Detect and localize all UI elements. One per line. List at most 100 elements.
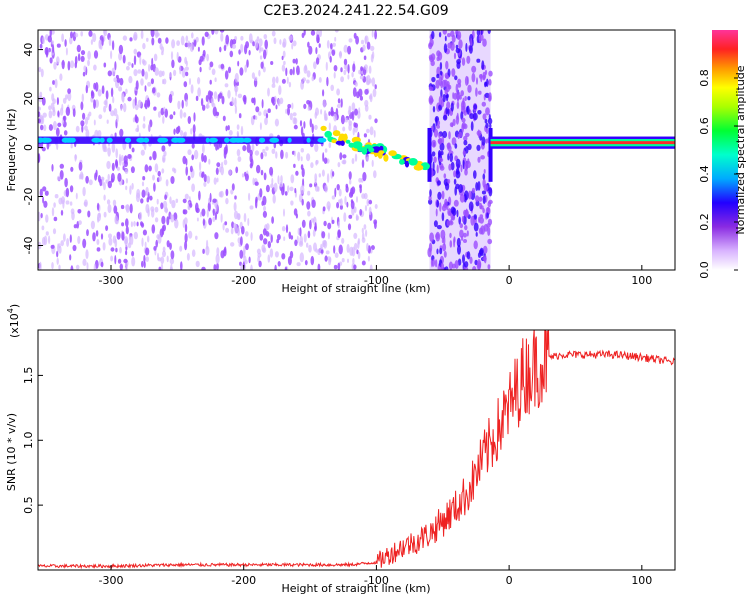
noise-speckle	[125, 250, 128, 256]
noise-speckle	[208, 158, 211, 165]
noise-speckle	[69, 185, 74, 193]
noise-speckle	[327, 222, 332, 230]
noise-speckle	[125, 226, 129, 235]
noise-speckle	[257, 252, 262, 258]
noise-speckle	[296, 262, 301, 267]
noise-speckle	[125, 88, 128, 95]
noise-speckle	[39, 188, 43, 197]
noise-speckle	[259, 55, 263, 60]
noise-speckle	[331, 219, 335, 224]
noise-speckle	[340, 76, 344, 83]
burst-speckle	[453, 92, 457, 100]
noise-speckle	[140, 221, 143, 227]
burst-speckle	[446, 101, 451, 109]
noise-speckle	[366, 242, 369, 252]
noise-speckle	[215, 167, 219, 175]
noise-speckle	[324, 148, 328, 153]
noise-speckle	[325, 250, 330, 255]
noise-speckle	[78, 220, 82, 226]
burst-speckle	[441, 212, 445, 222]
noise-speckle	[164, 108, 168, 118]
noise-speckle	[171, 199, 176, 209]
noise-speckle	[171, 39, 176, 49]
noise-speckle	[184, 193, 189, 200]
noise-speckle	[105, 90, 109, 100]
noise-speckle	[351, 102, 356, 111]
noise-speckle	[110, 110, 115, 117]
noise-speckle	[320, 109, 323, 115]
burst-speckle	[436, 73, 440, 79]
noise-speckle	[88, 30, 93, 37]
noise-speckle	[141, 181, 145, 187]
noise-speckle	[73, 224, 78, 229]
noise-speckle	[82, 258, 87, 266]
noise-speckle	[173, 111, 176, 116]
noise-speckle	[333, 264, 338, 270]
noise-speckle	[314, 173, 318, 182]
noise-speckle	[49, 86, 52, 92]
noise-speckle	[339, 152, 343, 161]
burst-speckle	[442, 130, 448, 139]
noise-speckle	[77, 209, 82, 214]
snr-scale-exponent: 4	[6, 308, 15, 313]
noise-speckle	[300, 81, 304, 90]
noise-speckle	[264, 117, 268, 126]
noise-speckle	[72, 108, 76, 118]
noise-speckle	[123, 258, 128, 264]
burst-speckle	[448, 163, 452, 171]
noise-speckle	[127, 61, 131, 66]
noise-speckle	[310, 162, 314, 169]
noise-speckle	[57, 243, 60, 253]
noise-speckle	[336, 202, 340, 209]
spectrogram-x-label: Height of straight line (km)	[281, 282, 430, 295]
noise-speckle	[225, 188, 229, 197]
burst-speckle	[445, 181, 450, 191]
noise-speckle	[165, 179, 169, 187]
burst-speckle	[487, 117, 493, 125]
noise-speckle	[274, 251, 279, 258]
noise-speckle	[87, 59, 90, 67]
burst-speckle	[470, 121, 474, 132]
noise-speckle	[348, 171, 352, 180]
noise-speckle	[374, 30, 377, 40]
burst-speckle	[435, 79, 440, 89]
noise-speckle	[39, 261, 42, 270]
noise-speckle	[342, 154, 347, 159]
burst-speckle	[463, 110, 467, 116]
noise-speckle	[339, 204, 343, 210]
noise-speckle	[299, 120, 303, 127]
noise-speckle	[254, 150, 260, 156]
noise-speckle	[145, 247, 150, 256]
noise-speckle	[199, 55, 204, 62]
spectrogram-y-label: Frequency (Hz)	[5, 109, 18, 192]
burst-speckle	[480, 73, 483, 83]
noise-speckle	[231, 96, 234, 106]
noise-speckle	[279, 39, 282, 45]
noise-speckle	[185, 99, 189, 107]
noise-speckle	[331, 49, 336, 56]
noise-speckle	[310, 30, 316, 36]
noise-speckle	[339, 50, 342, 59]
noise-speckle	[201, 266, 206, 270]
burst-speckle	[467, 84, 472, 93]
noise-speckle	[51, 207, 55, 217]
noise-speckle	[261, 244, 266, 253]
noise-speckle	[105, 98, 108, 108]
noise-speckle	[106, 199, 111, 205]
burst-speckle	[476, 144, 481, 151]
noise-speckle	[352, 127, 355, 136]
burst-speckle	[468, 190, 472, 200]
noise-speckle	[135, 116, 139, 124]
noise-speckle	[231, 44, 237, 49]
noise-speckle	[272, 194, 276, 204]
burst-speckle	[469, 113, 474, 120]
noise-speckle	[337, 162, 341, 168]
noise-speckle	[311, 76, 315, 82]
noise-speckle	[334, 252, 339, 258]
noise-speckle	[292, 117, 297, 125]
noise-speckle	[368, 206, 372, 216]
noise-speckle	[373, 170, 377, 179]
noise-speckle	[158, 175, 162, 182]
noise-speckle	[182, 198, 187, 204]
burst-speckle	[449, 232, 452, 239]
